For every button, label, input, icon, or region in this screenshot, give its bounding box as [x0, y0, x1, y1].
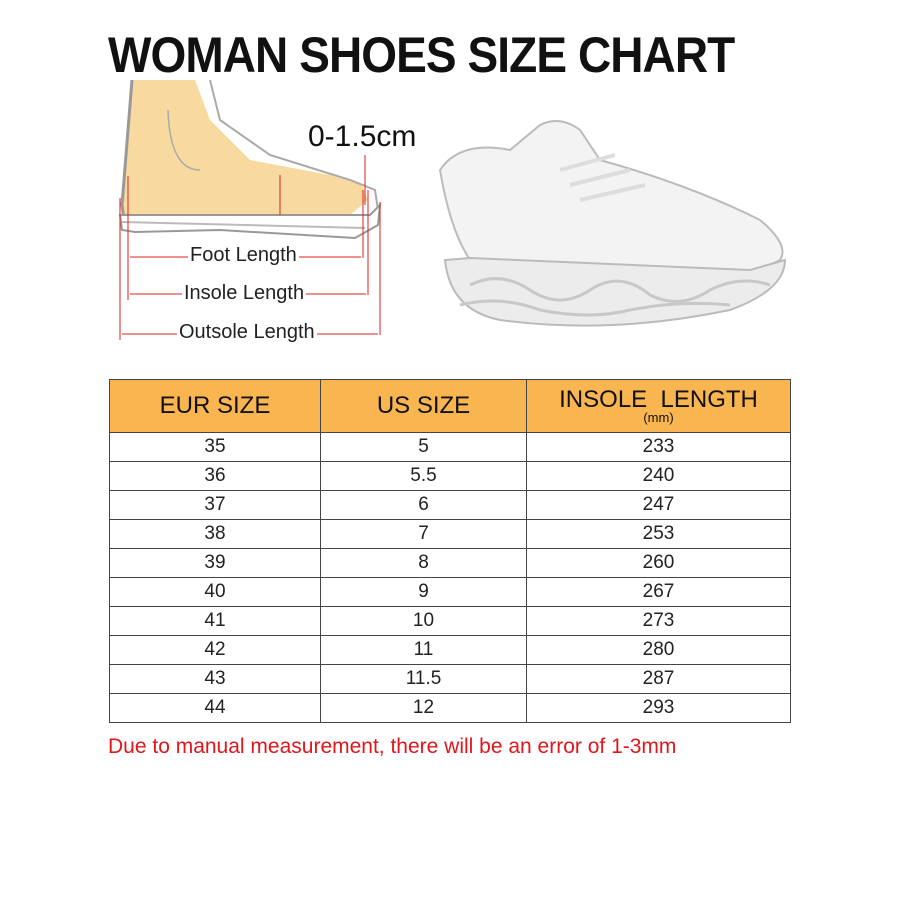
- table-row: 41 10 273: [109, 606, 791, 636]
- us-size-cell: 11: [320, 635, 527, 665]
- table-row: 36 5.5 240: [109, 461, 791, 491]
- insole-length-cell: 267: [526, 577, 791, 607]
- outsole-length-label: Outsole Length: [177, 321, 317, 344]
- insole-length-cell: 293: [526, 693, 791, 723]
- eur-size-cell: 38: [109, 519, 321, 549]
- eur-size-cell: 42: [109, 635, 321, 665]
- eur-size-cell: 35: [109, 432, 321, 462]
- us-size-cell: 10: [320, 606, 527, 636]
- header-unit: (mm): [643, 410, 674, 425]
- size-chart-table: EUR SIZE US SIZE INSOLE LENGTH (mm) 35 5 23…: [109, 379, 791, 723]
- header-eur-size: EUR SIZE: [109, 379, 321, 433]
- us-size-cell: 11.5: [320, 664, 527, 694]
- insole-length-label: Insole Length: [182, 282, 307, 305]
- eur-size-cell: 41: [109, 606, 321, 636]
- insole-length-cell: 233: [526, 432, 791, 462]
- header-us-size: US SIZE: [320, 379, 527, 433]
- eur-size-cell: 40: [109, 577, 321, 607]
- foot-measurement-diagram: Foot Length Insole Length Outsole Length: [100, 79, 440, 360]
- toe-gap-label: 0-1.5cm: [308, 120, 417, 153]
- eur-size-cell: 44: [109, 693, 321, 723]
- insole-length-cell: 247: [526, 490, 791, 520]
- table-row: 39 8 260: [109, 548, 791, 578]
- us-size-cell: 5: [320, 432, 527, 462]
- table-row: 40 9 267: [109, 577, 791, 607]
- eur-size-cell: 39: [109, 548, 321, 578]
- us-size-cell: 12: [320, 693, 527, 723]
- insole-length-cell: 253: [526, 519, 791, 549]
- insole-length-cell: 260: [526, 548, 791, 578]
- foot-length-label: Foot Length: [188, 244, 299, 267]
- us-size-cell: 9: [320, 577, 527, 607]
- white-sneaker-image: [438, 120, 787, 327]
- table-header-row: EUR SIZE US SIZE INSOLE LENGTH (mm): [109, 379, 791, 433]
- table-row: 43 11.5 287: [109, 664, 791, 694]
- foot-in-shoe-illustration: [118, 79, 382, 340]
- insole-length-cell: 280: [526, 635, 791, 665]
- table-row: 44 12 293: [109, 693, 791, 723]
- us-size-cell: 8: [320, 548, 527, 578]
- insole-length-cell: 240: [526, 461, 791, 491]
- header-insole-length: INSOLE LENGTH (mm): [526, 379, 791, 433]
- insole-length-cell: 273: [526, 606, 791, 636]
- eur-size-cell: 43: [109, 664, 321, 694]
- insole-length-cell: 287: [526, 664, 791, 694]
- us-size-cell: 6: [320, 490, 527, 520]
- page-title: WOMAN SHOES SIZE CHART: [108, 27, 735, 83]
- table-row: 37 6 247: [109, 490, 791, 520]
- us-size-cell: 5.5: [320, 461, 527, 491]
- table-row: 42 11 280: [109, 635, 791, 665]
- table-row: 35 5 233: [109, 432, 791, 462]
- measurement-error-note: Due to manual measurement, there will be…: [108, 735, 677, 758]
- eur-size-cell: 37: [109, 490, 321, 520]
- us-size-cell: 7: [320, 519, 527, 549]
- eur-size-cell: 36: [109, 461, 321, 491]
- table-row: 38 7 253: [109, 519, 791, 549]
